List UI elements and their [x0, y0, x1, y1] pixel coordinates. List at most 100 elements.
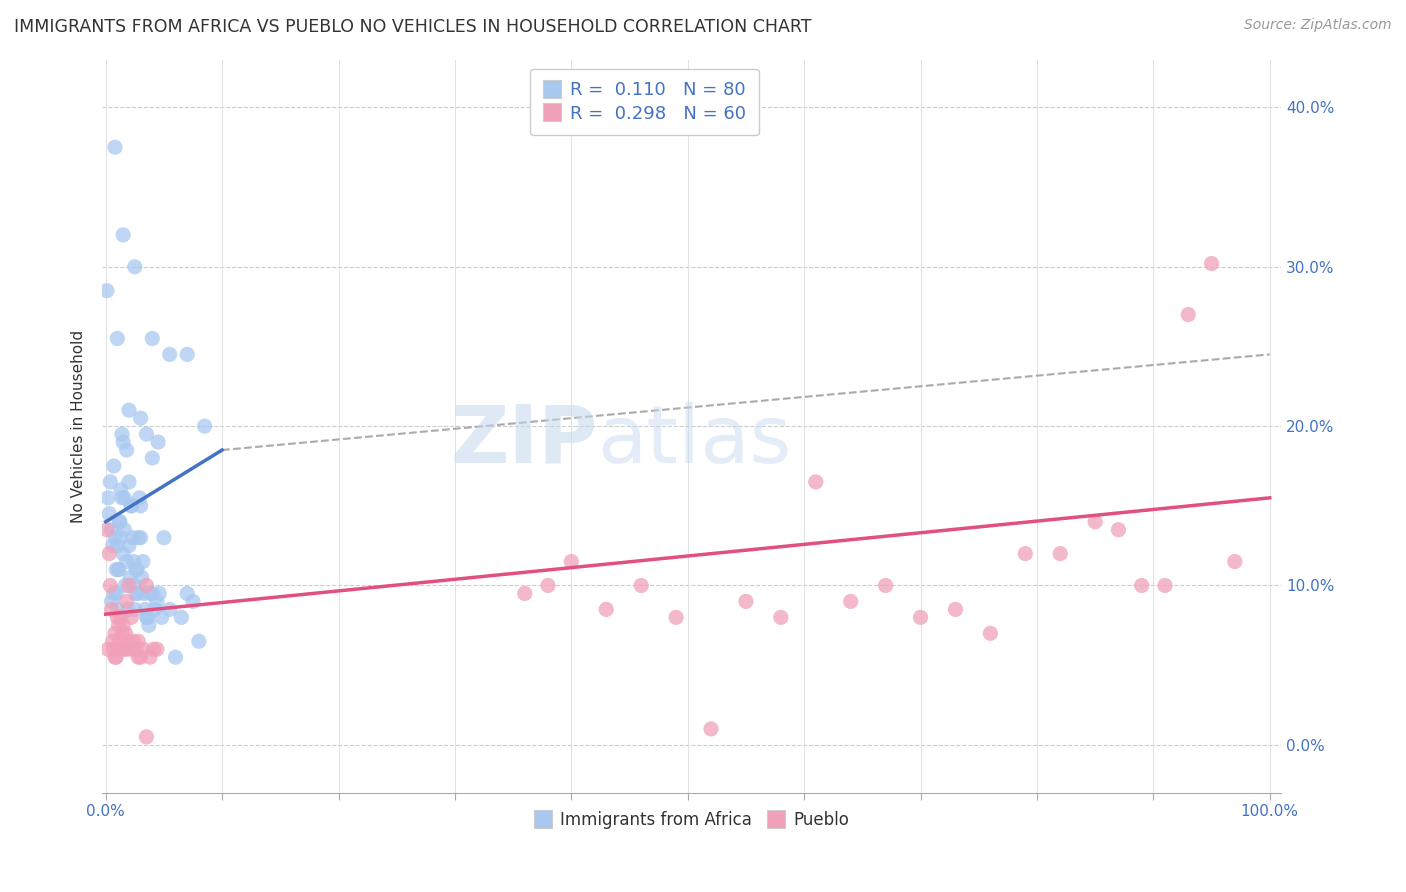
Point — [537, 578, 560, 592]
Point — [139, 586, 162, 600]
Point — [97, 491, 120, 505]
Point — [100, 594, 122, 608]
Point — [108, 634, 131, 648]
Point — [187, 634, 209, 648]
Point — [111, 626, 134, 640]
Point — [105, 331, 128, 345]
Point — [141, 450, 163, 465]
Text: Source: ZipAtlas.com: Source: ZipAtlas.com — [1244, 18, 1392, 32]
Point — [129, 531, 152, 545]
Point — [107, 563, 129, 577]
Point — [103, 586, 125, 600]
Text: atlas: atlas — [598, 401, 792, 480]
Point — [979, 626, 1001, 640]
Point — [131, 570, 153, 584]
Point — [129, 650, 152, 665]
Point — [159, 347, 181, 361]
Point — [111, 491, 134, 505]
Point — [100, 602, 122, 616]
Point — [120, 610, 142, 624]
Point — [118, 403, 141, 417]
Point — [115, 443, 138, 458]
Point — [1154, 578, 1177, 592]
Point — [118, 475, 141, 489]
Point — [153, 531, 176, 545]
Text: ZIP: ZIP — [450, 401, 598, 480]
Point — [132, 555, 155, 569]
Point — [1130, 578, 1153, 592]
Point — [630, 578, 652, 592]
Point — [103, 642, 125, 657]
Point — [110, 610, 132, 624]
Point — [1107, 523, 1129, 537]
Point — [118, 578, 141, 592]
Point — [117, 602, 139, 616]
Point — [804, 475, 827, 489]
Point — [181, 594, 204, 608]
Point — [124, 602, 146, 616]
Point — [112, 491, 135, 505]
Point — [128, 491, 150, 505]
Point — [101, 634, 124, 648]
Point — [110, 531, 132, 545]
Point — [103, 458, 125, 473]
Point — [665, 610, 688, 624]
Point — [142, 642, 165, 657]
Point — [127, 650, 149, 665]
Point — [595, 602, 617, 616]
Point — [141, 331, 163, 345]
Point — [122, 578, 145, 592]
Point — [1014, 547, 1036, 561]
Point — [1177, 308, 1199, 322]
Point — [165, 650, 187, 665]
Point — [98, 547, 121, 561]
Point — [1223, 555, 1246, 569]
Point — [122, 555, 145, 569]
Point — [121, 531, 143, 545]
Point — [112, 523, 135, 537]
Point — [513, 586, 536, 600]
Point — [115, 594, 138, 608]
Point — [115, 642, 138, 657]
Point — [138, 618, 160, 632]
Point — [146, 435, 169, 450]
Point — [135, 427, 157, 442]
Point — [1201, 256, 1223, 270]
Point — [127, 634, 149, 648]
Point — [105, 563, 128, 577]
Point — [105, 650, 128, 665]
Point — [112, 618, 135, 632]
Point — [112, 642, 135, 657]
Point — [139, 650, 162, 665]
Point — [98, 578, 121, 592]
Point — [97, 642, 120, 657]
Point — [129, 499, 152, 513]
Point — [112, 547, 135, 561]
Point — [120, 570, 142, 584]
Point — [134, 586, 156, 600]
Point — [96, 284, 118, 298]
Point — [141, 586, 163, 600]
Point — [105, 586, 128, 600]
Point — [98, 507, 121, 521]
Point — [112, 227, 135, 242]
Point — [143, 602, 166, 616]
Point — [135, 578, 157, 592]
Point — [117, 634, 139, 648]
Point — [100, 523, 122, 537]
Point — [132, 642, 155, 657]
Point — [148, 586, 170, 600]
Point — [115, 555, 138, 569]
Point — [101, 539, 124, 553]
Point — [135, 730, 157, 744]
Point — [105, 602, 128, 616]
Point — [114, 578, 136, 592]
Point — [122, 634, 145, 648]
Point — [125, 642, 148, 657]
Point — [194, 419, 217, 434]
Point — [134, 602, 156, 616]
Point — [136, 610, 159, 624]
Point — [104, 650, 127, 665]
Point — [118, 539, 141, 553]
Point — [945, 602, 967, 616]
